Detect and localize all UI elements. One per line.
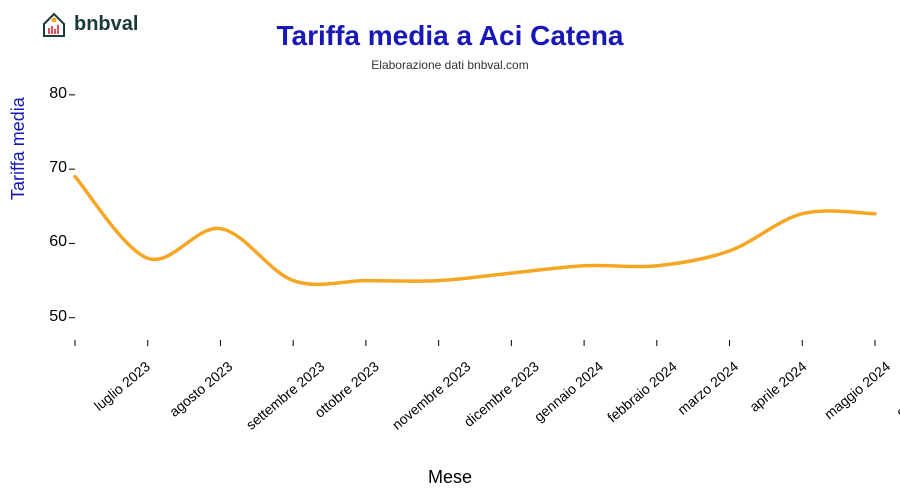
y-tick-label: 60 [37, 233, 67, 251]
y-tick-label: 70 [37, 159, 67, 177]
y-tick-label: 50 [37, 308, 67, 326]
line-chart [0, 0, 900, 500]
y-tick-label: 80 [37, 85, 67, 103]
chart-line [75, 177, 875, 285]
